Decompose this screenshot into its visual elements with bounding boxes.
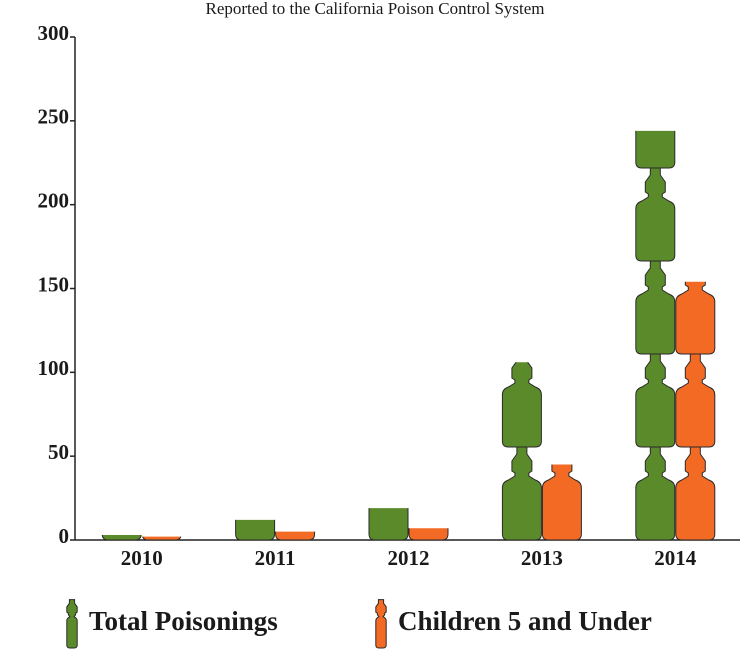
bottle-stack [276, 354, 315, 540]
y-tick-label: 150 [38, 272, 70, 296]
bottle-bar [409, 354, 448, 540]
x-tick-label: 2011 [255, 546, 296, 570]
bottle-bar [636, 0, 675, 540]
y-tick-label: 0 [59, 524, 70, 548]
x-tick-label: 2013 [521, 546, 563, 570]
bottle-stack [542, 354, 581, 540]
legend-icon [67, 600, 77, 648]
bottle-stack [369, 354, 408, 540]
bottle-bar [502, 261, 541, 540]
y-tick-label: 300 [38, 21, 70, 45]
x-tick-label: 2014 [654, 546, 697, 570]
chart-subtitle: Reported to the California Poison Contro… [205, 0, 544, 18]
bottle-stack [142, 354, 181, 540]
bottle-stack [409, 354, 448, 540]
legend-label: Children 5 and Under [398, 606, 652, 636]
bottle-bar [542, 354, 581, 540]
x-tick-label: 2012 [388, 546, 430, 570]
bottle-bar [142, 354, 181, 540]
bottle-stack [502, 261, 541, 540]
bottle-stack [102, 354, 141, 540]
bottle-stack [636, 0, 675, 540]
legend-label: Total Poisonings [89, 606, 278, 636]
bottle-bar [102, 354, 141, 540]
bottle-stack [676, 168, 715, 540]
bottle-bar [236, 354, 275, 540]
legend-icon [376, 600, 386, 648]
bottle-stack [236, 354, 275, 540]
bottle-bar [369, 354, 408, 540]
bottle-bar [276, 354, 315, 540]
y-tick-label: 50 [48, 440, 69, 464]
y-tick-label: 250 [38, 105, 70, 129]
x-tick-label: 2010 [121, 546, 163, 570]
chart: Reported to the California Poison Contro… [0, 0, 751, 656]
y-tick-label: 200 [38, 188, 70, 212]
y-tick-label: 100 [38, 356, 70, 380]
bottle-bar [676, 168, 715, 540]
